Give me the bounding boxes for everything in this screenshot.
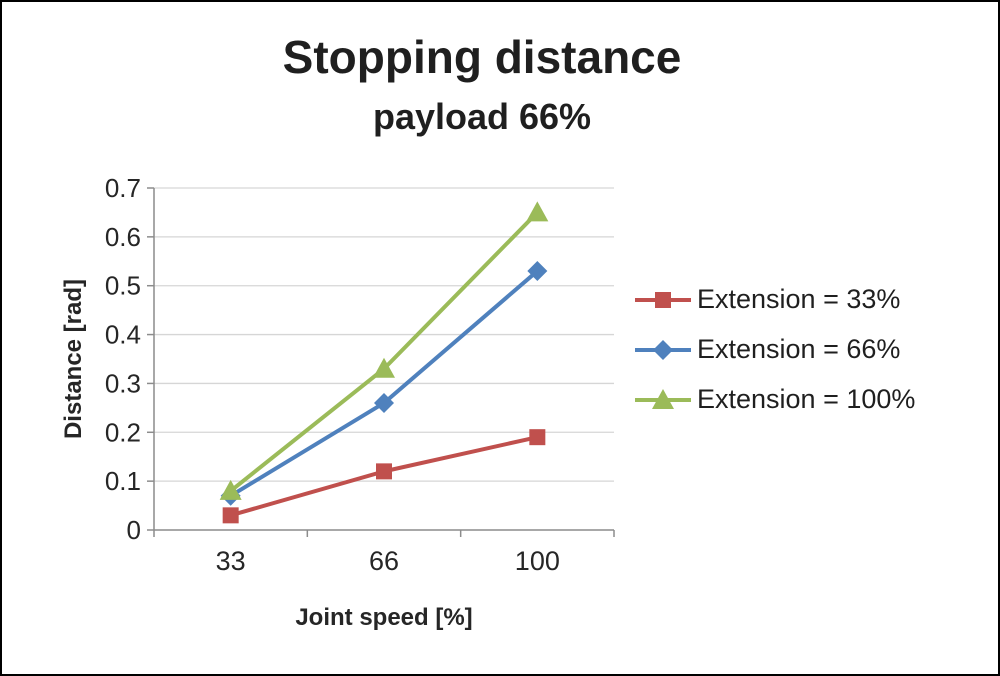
legend-label: Extension = 33% xyxy=(697,284,901,314)
legend-label: Extension = 66% xyxy=(697,334,901,364)
x-tick-label: 33 xyxy=(216,546,246,576)
chart-title: Stopping distance xyxy=(282,31,682,83)
legend-item: Extension = 66% xyxy=(634,334,915,365)
square-marker xyxy=(376,463,392,480)
y-tick-label: 0.1 xyxy=(105,466,141,496)
y-tick-label: 0.3 xyxy=(105,368,141,398)
x-tick-label: 66 xyxy=(369,546,399,576)
legend-label: Extension = 100% xyxy=(697,384,916,414)
legend: Extension = 33% Extension = 66% Extension … xyxy=(634,284,915,415)
y-tick-label: 0.7 xyxy=(105,173,141,203)
square-marker xyxy=(222,507,239,524)
square-marker xyxy=(655,291,671,308)
triangle-marker xyxy=(219,479,242,500)
y-tick-label: 0.2 xyxy=(105,417,141,447)
legend-key xyxy=(635,291,691,308)
legend-item: Extension = 100% xyxy=(634,384,915,415)
y-tick-label: 0.6 xyxy=(105,222,141,252)
x-axis-title: Joint speed [%] xyxy=(295,604,473,631)
legend-key xyxy=(635,339,691,360)
diamond-marker xyxy=(653,339,673,360)
triangle-marker xyxy=(652,388,674,409)
legend-item: Extension = 33% xyxy=(634,284,915,315)
y-tick-label: 0.5 xyxy=(105,271,141,301)
triangle-marker xyxy=(526,201,549,222)
chart-subtitle: payload 66% xyxy=(372,96,592,137)
y-tick-label: 0 xyxy=(127,515,141,545)
square-marker xyxy=(529,429,546,446)
diamond-marker xyxy=(374,392,394,413)
y-tick-label: 0.4 xyxy=(105,320,141,350)
diamond-marker xyxy=(527,261,548,282)
legend-key xyxy=(635,388,691,409)
triangle-marker xyxy=(373,357,395,378)
y-axis-title: Distance [rad] xyxy=(60,278,87,440)
x-tick-label: 100 xyxy=(515,546,560,576)
